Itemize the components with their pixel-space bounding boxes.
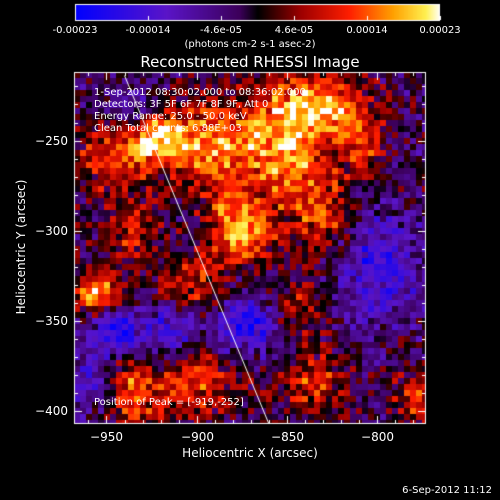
y-tick-label: −300 [35, 223, 68, 238]
x-tick-label: −900 [181, 430, 214, 444]
colorbar-tick-label: -0.00014 [125, 25, 171, 36]
annotation-detectors: Detectors: 3F 5F 6F 7F 8F 9F, Att 0 [94, 99, 269, 110]
colorbar-tick-label: -4.6e-05 [200, 25, 242, 36]
y-tick-label: −400 [35, 403, 68, 418]
x-tick-label: −950 [90, 430, 123, 444]
annotation-time-range: 1-Sep-2012 08:30:02.000 to 08:36:02.000 [94, 87, 306, 98]
plot-timestamp: 6-Sep-2012 11:12 [402, 485, 492, 496]
annotation-peak: Position of Peak = [-919,-252] [94, 397, 244, 408]
colorbar-tick-label: 0.00014 [346, 25, 388, 36]
colorbar-tick-label: 4.6e-05 [274, 25, 314, 36]
colorbar-tick-label: 0.00023 [419, 25, 461, 36]
x-tick-label: −850 [271, 430, 304, 444]
chart-title: Reconstructed RHESSI Image [140, 53, 360, 71]
x-axis-label: Heliocentric X (arcsec) [182, 446, 318, 460]
x-tick-label: −800 [361, 430, 394, 444]
colorbar-unit-label: (photons cm-2 s-1 asec-2) [184, 39, 316, 50]
y-tick-label: −250 [35, 133, 68, 148]
y-tick-label: −350 [35, 313, 68, 328]
annotation-energy: Energy Range: 25.0 - 50.0 keV [94, 111, 247, 122]
colorbar-tick-label: -0.00023 [52, 25, 98, 36]
annotation-clean: Clean Total counts: 6.88E+03 [94, 123, 242, 134]
